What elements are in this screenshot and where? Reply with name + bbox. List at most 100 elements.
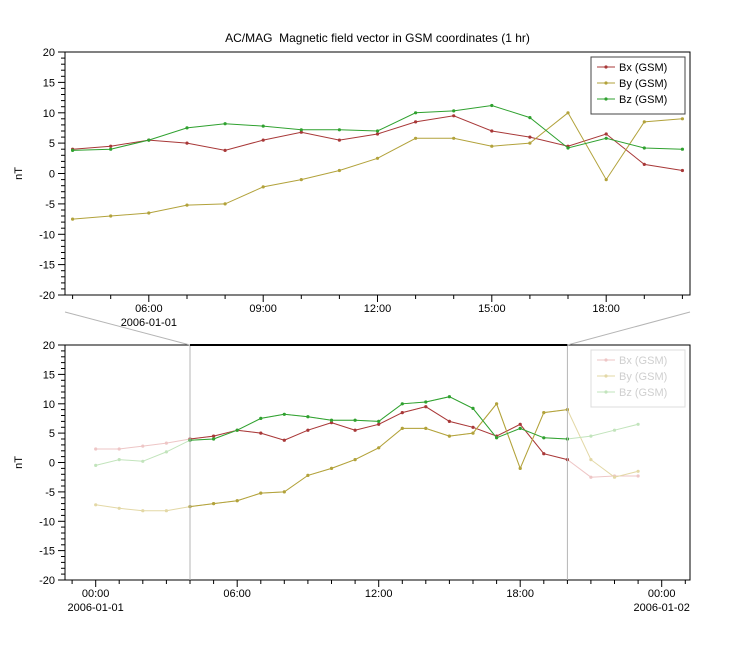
detail-bz-line-point (452, 109, 456, 113)
context-x-tick-label: 00:00 (82, 588, 110, 600)
detail-by-line-point (223, 202, 227, 206)
detail-x-tick-label: 12:00 (364, 303, 392, 315)
context-x-date-label: 2006-01-01 (68, 602, 124, 614)
context-by-line-faded-point (589, 458, 593, 462)
detail-by-line (72, 112, 683, 220)
detail-by-line-point (261, 185, 265, 189)
detail-y-tick-label: 5 (49, 138, 55, 150)
context-bz-line-faded-point (589, 434, 593, 438)
context-by-line-point (495, 402, 499, 406)
context-bx-line-faded (95, 406, 639, 478)
context-bx-line-point (447, 419, 451, 423)
context-by-line-point (329, 466, 334, 470)
context-y-tick-label: 5 (49, 428, 55, 440)
context-bx-line-point (424, 405, 428, 409)
context-by-line-faded-point (117, 506, 121, 510)
context-bz-line-point (235, 428, 239, 432)
context-by-line-point (282, 490, 286, 494)
detail-y-axis-title: nT (13, 167, 25, 180)
context-bx-line-point (353, 428, 357, 432)
context-bz-line-faded-point (141, 459, 145, 463)
context-bz-line-point (447, 395, 451, 399)
detail-bz-line-point (375, 129, 380, 133)
detail-by-line-point (299, 178, 303, 182)
detail-series (71, 103, 685, 221)
detail-by-line-point (452, 136, 456, 140)
context-by-line-point (377, 446, 381, 450)
detail-bz-line-point (147, 138, 151, 142)
detail-bz-line-point (71, 148, 75, 152)
context-bx-line-faded-point (164, 441, 168, 445)
zoom-connector-left (64, 311, 191, 346)
detail-bz-line-point (642, 146, 646, 150)
context-by-line-faded-point (141, 509, 145, 513)
context-by-line-faded-point (636, 469, 640, 473)
context-bz-line-point (377, 419, 381, 423)
context-chart: 20 15 10 5 0 -5 -10 -15 -20 00:00 06:00 12:00 18:00 0… (13, 340, 691, 614)
context-legend-label: Bx (GSM) (619, 355, 667, 367)
context-bz-line-point (353, 418, 357, 422)
context-bz-line-point (542, 436, 546, 440)
context-legend-label: Bz (GSM) (619, 387, 667, 399)
detail-bx-line (72, 115, 683, 171)
context-x-tick-label: 00:00 (648, 588, 676, 600)
detail-x-date-label: 2006-01-01 (121, 317, 177, 329)
detail-bx-line-point (452, 114, 456, 118)
context-bz-line-faded-point (164, 450, 168, 454)
context-bz-line-faded-point (636, 422, 640, 426)
context-by-line-point (259, 491, 263, 495)
detail-bz-line-point (680, 147, 685, 151)
detail-y-tick-label: 0 (49, 169, 55, 181)
context-by-line-point (471, 431, 475, 435)
context-y-tick-label: 0 (49, 458, 55, 470)
context-by-line-faded-point (612, 475, 617, 479)
detail-y-tick-label: -20 (39, 290, 55, 302)
detail-legend-label: Bx (GSM) (619, 62, 667, 74)
detail-bx-line-point (223, 148, 227, 152)
context-bz-line-point (212, 437, 216, 441)
detail-chart: 20 15 10 5 0 -5 -10 -15 -20 06:00 09:00 12:00 15:00 1… (13, 47, 691, 329)
context-bz-line-faded-point (117, 458, 121, 462)
context-y-tick-label: 10 (43, 399, 55, 411)
context-bx-line-faded-point (117, 447, 121, 451)
detail-bz-line-point (604, 136, 608, 140)
context-y-tick-label: -10 (39, 516, 55, 528)
context-bx-line-point (471, 425, 475, 429)
detail-bx-line-point (261, 138, 265, 142)
detail-by-line-point (337, 168, 341, 173)
context-bz-line-faded (95, 396, 639, 466)
context-bx-line-point (518, 422, 522, 426)
detail-legend-label: Bz (GSM) (619, 94, 667, 106)
detail-bz-line-point (337, 128, 341, 132)
context-by-line-point (235, 499, 239, 503)
detail-x-tick-label: 09:00 (249, 303, 277, 315)
detail-bx-line-point (185, 141, 189, 145)
context-bx-line-point (400, 411, 404, 415)
context-legend-label: By (GSM) (619, 371, 667, 383)
detail-bz-line-point (261, 124, 265, 128)
zoom-connector-right (567, 311, 691, 346)
detail-by-line-point (490, 144, 494, 148)
context-by-line-point (542, 411, 546, 415)
context-bx-line-faded-point (141, 444, 145, 448)
detail-bz-line-point (223, 122, 227, 126)
plot-title: AC/MAG Magnetic field vector in GSM coor… (225, 31, 530, 45)
context-by-line-point (424, 426, 428, 430)
context-x-tick-label: 12:00 (365, 588, 393, 600)
context-bz-line (189, 396, 568, 441)
context-bx-line-point (212, 434, 216, 438)
context-bx-line-faded-point (636, 474, 640, 478)
detail-by-line-point (414, 136, 418, 140)
context-by-line-point (212, 502, 216, 506)
context-x-tick-label: 06:00 (223, 588, 251, 600)
context-by-line (189, 402, 568, 508)
detail-bz-line-point (490, 103, 494, 108)
detail-bx-line-point (414, 120, 418, 124)
context-y-axis-title: nT (13, 456, 25, 469)
detail-bx-line-point (642, 162, 646, 166)
context-y-tick-label: -5 (45, 487, 55, 499)
detail-bx-line-point (528, 135, 532, 139)
context-series (94, 395, 640, 513)
context-by-line-point (353, 458, 357, 462)
